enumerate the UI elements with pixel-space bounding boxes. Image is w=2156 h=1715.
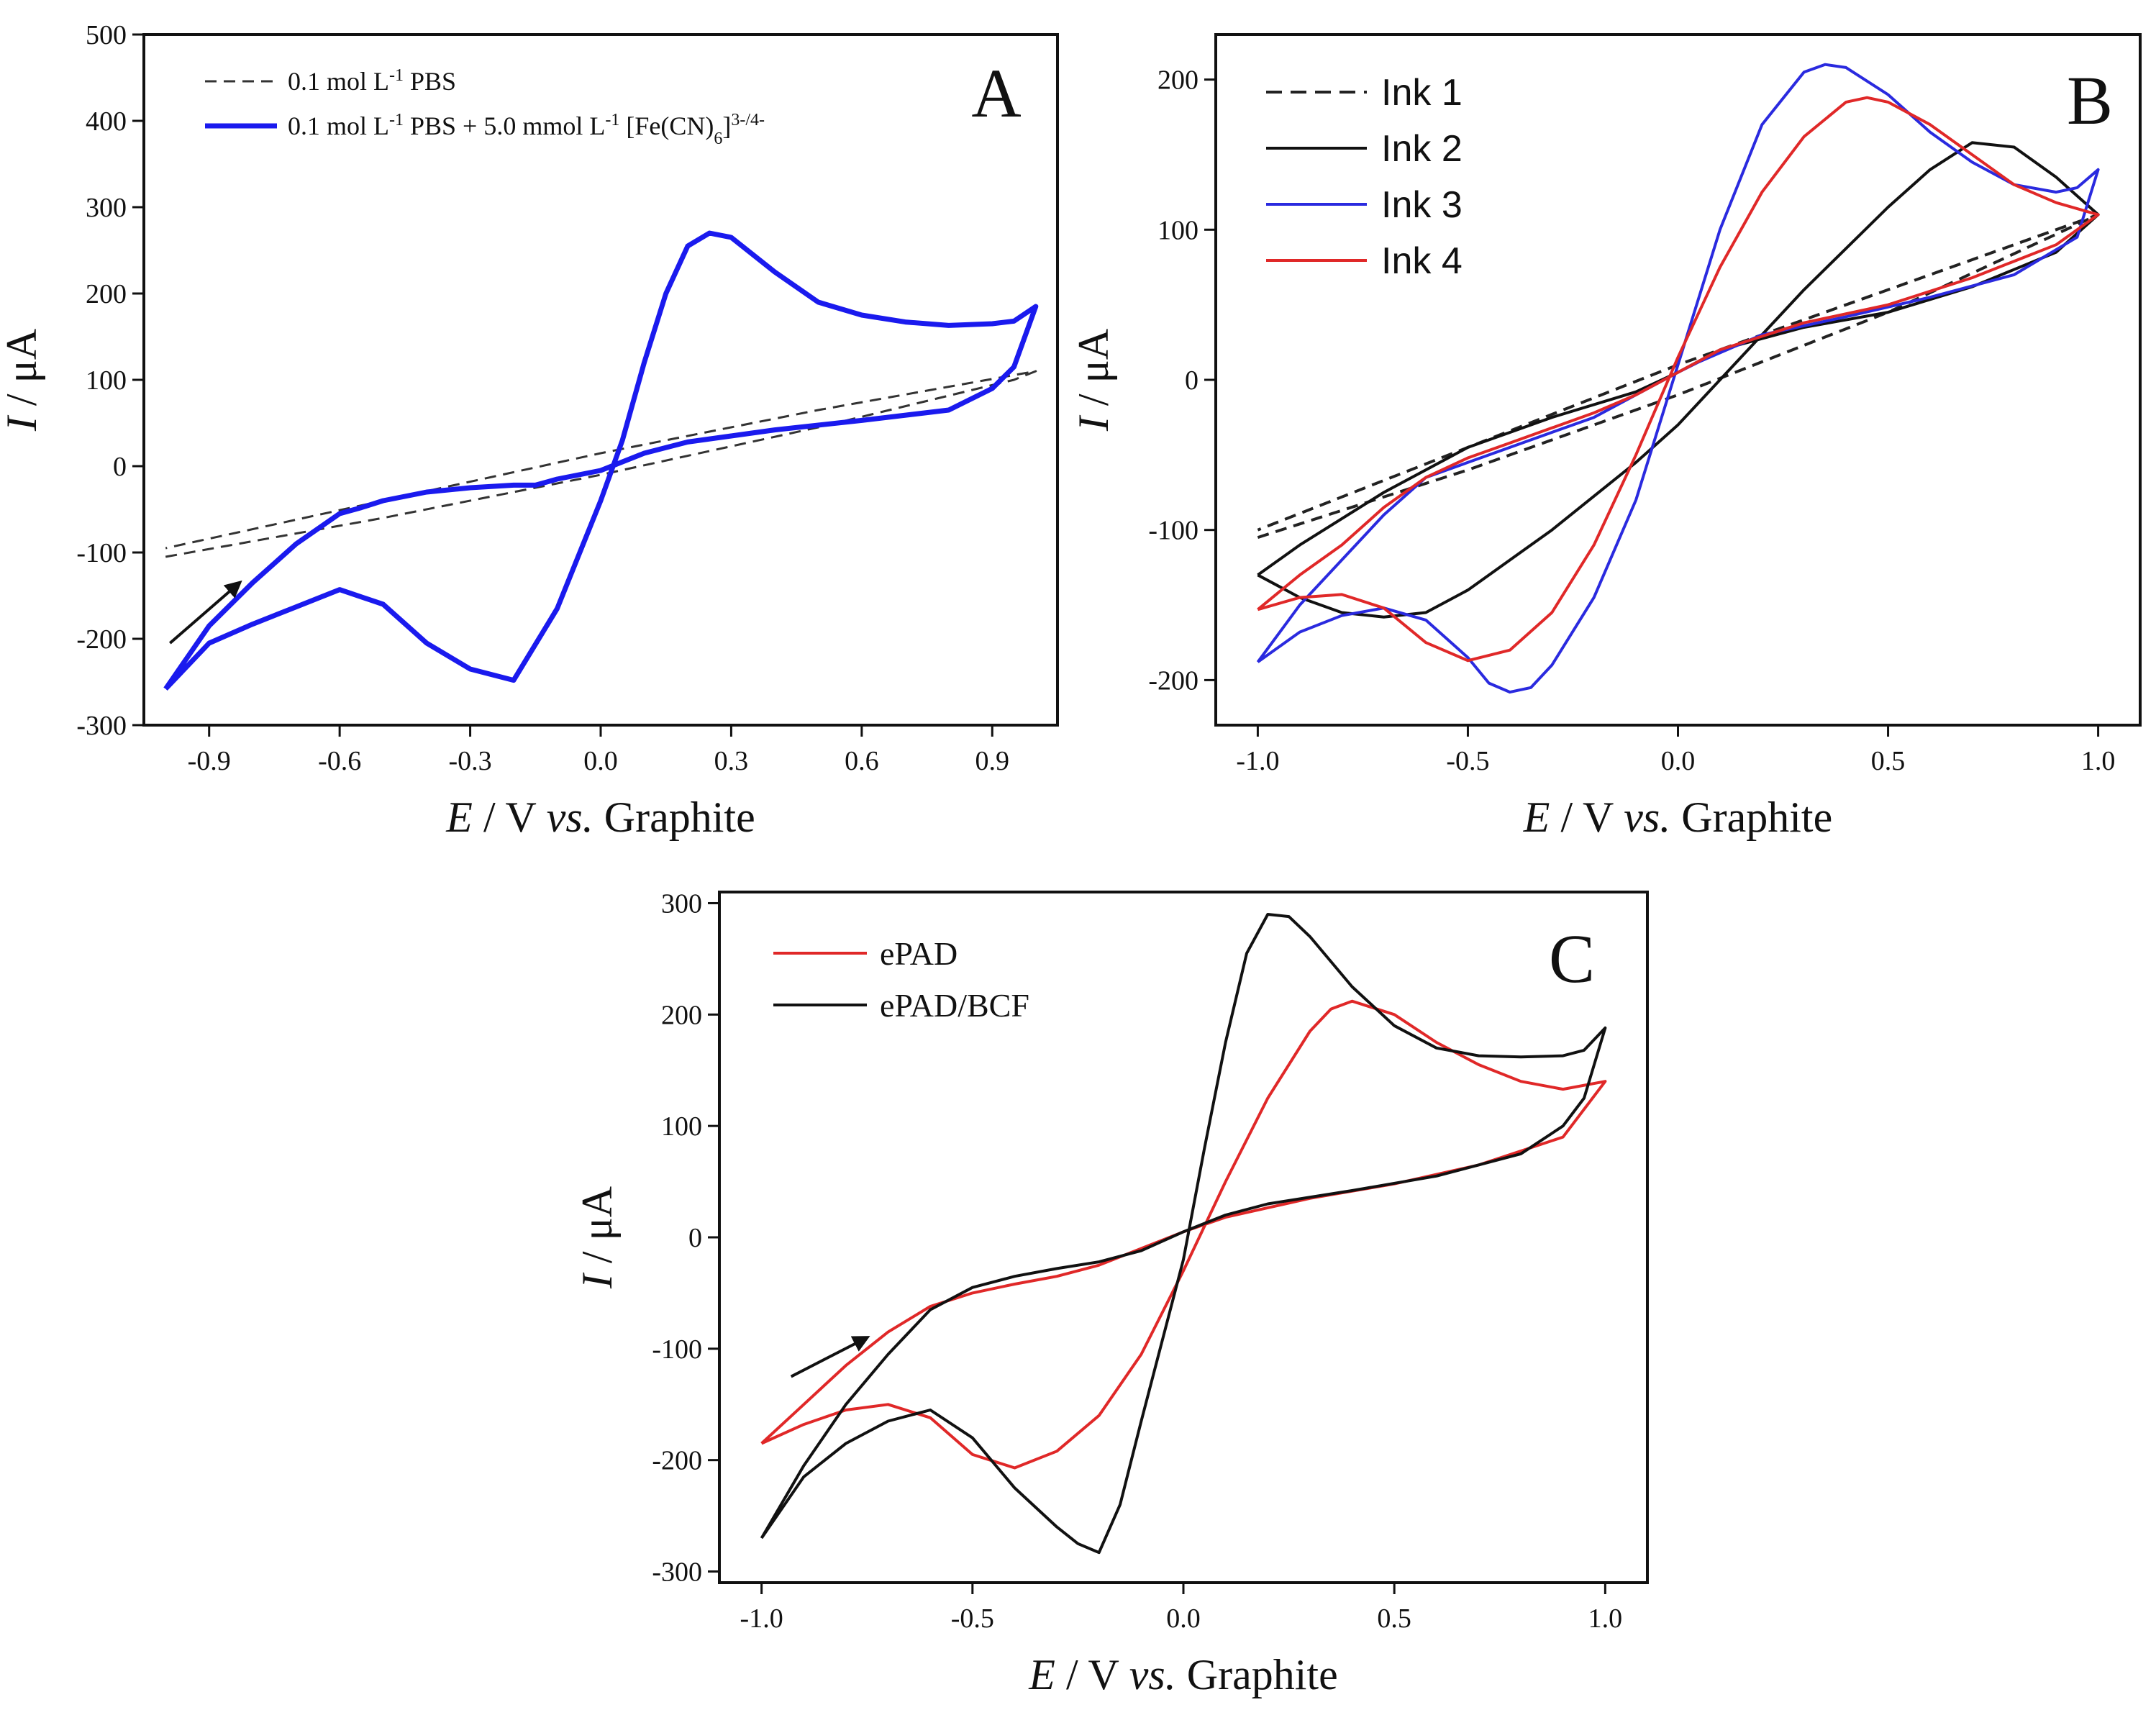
y-tick-label: -200 (1148, 665, 1198, 696)
scan-direction-arrow (168, 580, 242, 645)
y-axis-label: I / μA (573, 1186, 621, 1289)
legend-label: Ink 1 (1381, 72, 1463, 114)
y-tick-label: 0 (688, 1223, 702, 1253)
y-tick-label: 200 (661, 1000, 702, 1030)
plot-frame (1214, 33, 2142, 727)
legend-label: ePAD/BCF (880, 987, 1029, 1024)
y-tick-label: 200 (1157, 65, 1198, 96)
y-tick-label: 100 (1157, 215, 1198, 245)
y-tick-label: 300 (86, 193, 127, 223)
y-tick-label: -200 (76, 624, 127, 655)
y-tick-label: 100 (661, 1111, 702, 1142)
chart-panel-C: -1.0 -0.5 0.0 0.5 1.0 -300 -200 -100 0 100 200 300 E… (573, 888, 1649, 1698)
y-axis-label: I / μA (1070, 329, 1117, 432)
y-tick-label: -100 (652, 1334, 702, 1365)
y-tick-label: 0 (1185, 365, 1198, 396)
y-tick-label: -100 (1148, 516, 1198, 546)
y-tick-label: 200 (86, 279, 127, 309)
y-tick-label: 0 (113, 452, 127, 482)
series-line-1 (165, 370, 1037, 558)
x-tick-label: 0.0 (1166, 1603, 1201, 1634)
x-axis-label: E / V vs. Graphite (445, 793, 755, 841)
x-tick-label: 1.0 (1588, 1603, 1623, 1634)
panel-label: B (2067, 62, 2113, 139)
y-tick-label: -300 (652, 1557, 702, 1588)
x-tick-label: 0.3 (714, 746, 749, 776)
legend-label: Ink 4 (1381, 240, 1463, 282)
chart-panel-B: -1.0 -0.5 0.0 0.5 1.0 -200 -100 0 100 200 E / V vs… (1070, 33, 2142, 841)
legend-label: Ink 3 (1381, 184, 1463, 226)
scan-direction-arrow (790, 1336, 870, 1378)
x-tick-label: 0.0 (1661, 746, 1696, 776)
panel-label: A (971, 55, 1021, 132)
y-tick-label: 400 (86, 106, 127, 137)
x-tick-label: 0.5 (1871, 746, 1906, 776)
x-tick-label: -1.0 (1236, 746, 1279, 776)
legend-label: Ink 2 (1381, 128, 1463, 170)
series-line-2 (163, 230, 1039, 691)
y-tick-label: -300 (76, 711, 127, 741)
legend-label: 0.1 mol L-1 PBS (288, 66, 456, 96)
legend-label: ePAD (880, 935, 958, 972)
panel-label: C (1549, 920, 1595, 997)
plot-frame (718, 891, 1649, 1584)
y-tick-label: -200 (652, 1446, 702, 1476)
x-tick-label: 0.5 (1377, 1603, 1411, 1634)
series-line-2 (760, 913, 1607, 1555)
x-tick-label: -1.0 (740, 1603, 783, 1634)
y-tick-label: 300 (661, 888, 702, 919)
x-axis-label: E / V vs. Graphite (1028, 1651, 1337, 1698)
x-tick-label: -0.5 (1446, 746, 1489, 776)
x-tick-label: -0.5 (951, 1603, 994, 1634)
x-tick-label: -0.9 (188, 746, 231, 776)
y-tick-label: 500 (86, 20, 127, 50)
y-tick-label: -100 (76, 538, 127, 568)
x-tick-label: -0.3 (448, 746, 491, 776)
legend-label: 0.1 mol L-1 PBS + 5.0 mmol L-1 [Fe(CN)6]… (288, 111, 765, 148)
x-tick-label: 0.9 (975, 746, 1010, 776)
series-line-1 (760, 999, 1607, 1470)
x-tick-label: 0.6 (845, 746, 879, 776)
y-tick-label: 100 (86, 365, 127, 396)
x-axis-label: E / V vs. Graphite (1523, 793, 1832, 841)
y-axis-label: I / μA (0, 329, 45, 432)
chart-panel-A: -0.9 -0.6 -0.3 0.0 0.3 0.6 0.9 -300 -200 -100 0 100… (0, 20, 1059, 841)
x-tick-label: 0.0 (583, 746, 618, 776)
x-tick-label: -0.6 (318, 746, 361, 776)
series-line-2 (1257, 141, 2100, 619)
series-line-4 (1257, 96, 2100, 663)
x-tick-label: 1.0 (2081, 746, 2116, 776)
